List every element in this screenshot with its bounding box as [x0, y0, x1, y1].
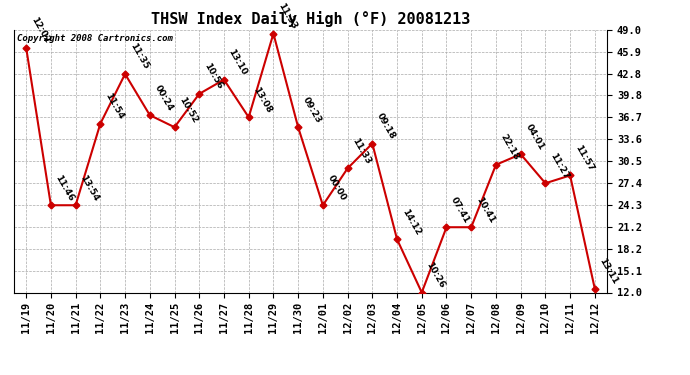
- Text: 10:56: 10:56: [202, 62, 224, 91]
- Text: 14:12: 14:12: [400, 207, 422, 237]
- Text: 04:01: 04:01: [524, 122, 546, 152]
- Text: 10:52: 10:52: [177, 95, 199, 124]
- Text: 13:11: 13:11: [598, 257, 620, 286]
- Text: 07:41: 07:41: [449, 195, 471, 225]
- Text: 00:24: 00:24: [152, 83, 175, 112]
- Text: 12:02: 12:02: [29, 16, 51, 45]
- Text: 22:18: 22:18: [499, 133, 521, 162]
- Text: 00:00: 00:00: [326, 174, 348, 202]
- Text: 09:18: 09:18: [375, 111, 397, 141]
- Text: 13:54: 13:54: [79, 173, 101, 202]
- Text: 09:23: 09:23: [301, 95, 323, 124]
- Text: 11:27: 11:27: [548, 151, 571, 180]
- Text: 13:10: 13:10: [227, 48, 249, 77]
- Text: 11:57: 11:57: [573, 143, 595, 172]
- Text: 13:08: 13:08: [251, 85, 273, 114]
- Text: Copyright 2008 Cartronics.com: Copyright 2008 Cartronics.com: [17, 34, 172, 43]
- Title: THSW Index Daily High (°F) 20081213: THSW Index Daily High (°F) 20081213: [151, 12, 470, 27]
- Text: 11:33: 11:33: [351, 136, 373, 166]
- Text: 10:41: 10:41: [474, 195, 496, 225]
- Text: 10:26: 10:26: [424, 261, 446, 290]
- Text: 11:54: 11:54: [103, 92, 126, 121]
- Text: 11:33: 11:33: [276, 2, 298, 31]
- Text: 11:46: 11:46: [54, 173, 76, 202]
- Text: 11:35: 11:35: [128, 42, 150, 71]
